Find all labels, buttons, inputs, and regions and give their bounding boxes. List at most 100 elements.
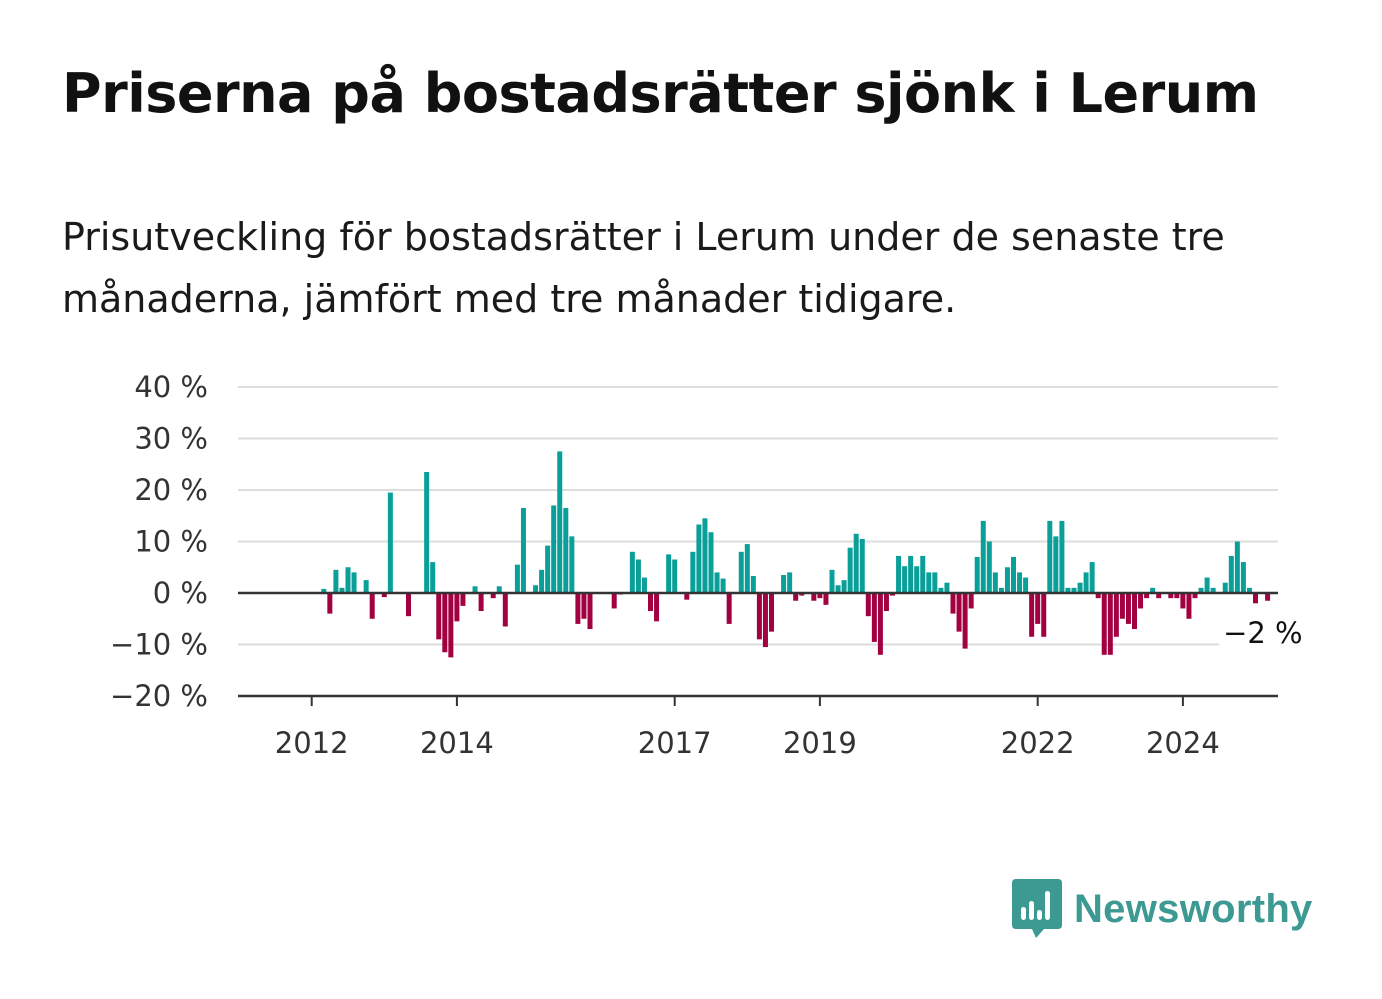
bar [696, 524, 702, 593]
bar [641, 577, 647, 593]
bar [1222, 582, 1228, 593]
bar-chart: −20 %−10 %0 %10 %20 %30 %40 % 2012 2014 20… [110, 370, 1303, 760]
x-tick-label: 2022 [1001, 726, 1075, 760]
bar [853, 533, 859, 593]
bar [672, 559, 678, 593]
bar [575, 593, 581, 624]
bar [974, 556, 980, 593]
bar [1119, 593, 1125, 619]
bar [1035, 593, 1041, 624]
bar [436, 593, 442, 640]
bar [587, 593, 593, 630]
bar [829, 569, 835, 593]
bar [811, 593, 817, 601]
bar [1047, 520, 1053, 593]
bar [1174, 593, 1180, 599]
x-tick-label: 2017 [638, 726, 712, 760]
bar [1059, 520, 1065, 593]
bar [442, 593, 448, 653]
bar [817, 593, 823, 599]
bar [1113, 593, 1119, 637]
bar [962, 593, 968, 649]
last-value-label-background [1219, 612, 1302, 652]
bar [363, 580, 369, 594]
bar [539, 569, 545, 593]
bar [551, 505, 557, 593]
bar [381, 593, 387, 598]
bar [1168, 593, 1174, 599]
bar [950, 593, 956, 614]
bar [1107, 593, 1113, 655]
bar [581, 593, 587, 619]
bar-chart-speech-bubble-icon [1012, 879, 1062, 938]
logo-text: Newsworthy [1074, 886, 1313, 931]
bar [926, 572, 932, 593]
bar [478, 593, 484, 612]
bar [1132, 593, 1137, 630]
bar [799, 593, 805, 596]
bar [847, 547, 853, 593]
bar [865, 593, 871, 617]
bar [769, 593, 774, 632]
bar [520, 508, 526, 593]
bar [877, 593, 883, 655]
bar [841, 580, 847, 594]
bar [720, 578, 726, 593]
bar [684, 593, 690, 600]
bar [890, 593, 895, 596]
y-tick-label: −20 % [110, 679, 208, 713]
bar [781, 574, 787, 593]
bar [1210, 587, 1216, 593]
bar [883, 593, 889, 612]
bar [859, 538, 865, 593]
bar [756, 593, 762, 640]
bar [1198, 587, 1204, 593]
bar [932, 572, 938, 593]
bar [1144, 593, 1150, 599]
bar [1041, 593, 1047, 637]
bar [956, 593, 962, 632]
newsworthy-logo: Newsworthy [1012, 879, 1313, 939]
bar [648, 593, 653, 612]
bar [569, 536, 575, 593]
bar [666, 554, 672, 594]
bar [454, 593, 460, 622]
bar [490, 593, 496, 599]
bar [333, 569, 339, 593]
bar [496, 586, 502, 593]
bar [460, 593, 466, 606]
bar [563, 508, 569, 593]
x-tick-label: 2012 [275, 726, 349, 760]
bar [369, 593, 375, 619]
last-value-label: −2 % [1223, 616, 1303, 650]
bar [1228, 555, 1234, 593]
bar [339, 587, 345, 593]
bar [448, 593, 454, 658]
bar [327, 593, 333, 614]
bar [1053, 536, 1059, 593]
bar [968, 593, 974, 609]
bar [654, 593, 660, 622]
bar [1234, 541, 1240, 593]
bar [1029, 593, 1035, 637]
bar [424, 471, 430, 593]
bar [1204, 577, 1210, 593]
bar [1077, 582, 1083, 593]
bar [750, 576, 756, 593]
bar [1138, 593, 1144, 609]
bar [726, 593, 732, 624]
y-tick-label: 20 % [134, 473, 208, 507]
bar [1186, 593, 1192, 619]
bar [514, 564, 520, 593]
y-tick-label: 40 % [134, 370, 208, 404]
bar [980, 520, 986, 593]
bar [992, 572, 998, 593]
x-tick-label: 2014 [420, 726, 494, 760]
x-tick-label: 2019 [783, 726, 857, 760]
bar [1017, 572, 1023, 593]
bar [1180, 593, 1186, 609]
bar [823, 593, 829, 605]
bar [986, 541, 992, 593]
bar [1004, 567, 1010, 593]
bar [702, 518, 708, 593]
